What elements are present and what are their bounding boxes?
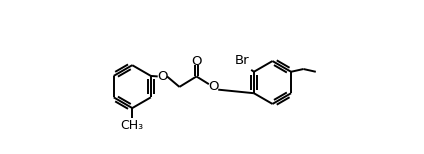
- Text: O: O: [208, 80, 219, 93]
- Text: O: O: [157, 70, 167, 83]
- Text: CH₃: CH₃: [121, 119, 144, 132]
- Text: O: O: [191, 55, 202, 68]
- Text: Br: Br: [235, 54, 250, 67]
